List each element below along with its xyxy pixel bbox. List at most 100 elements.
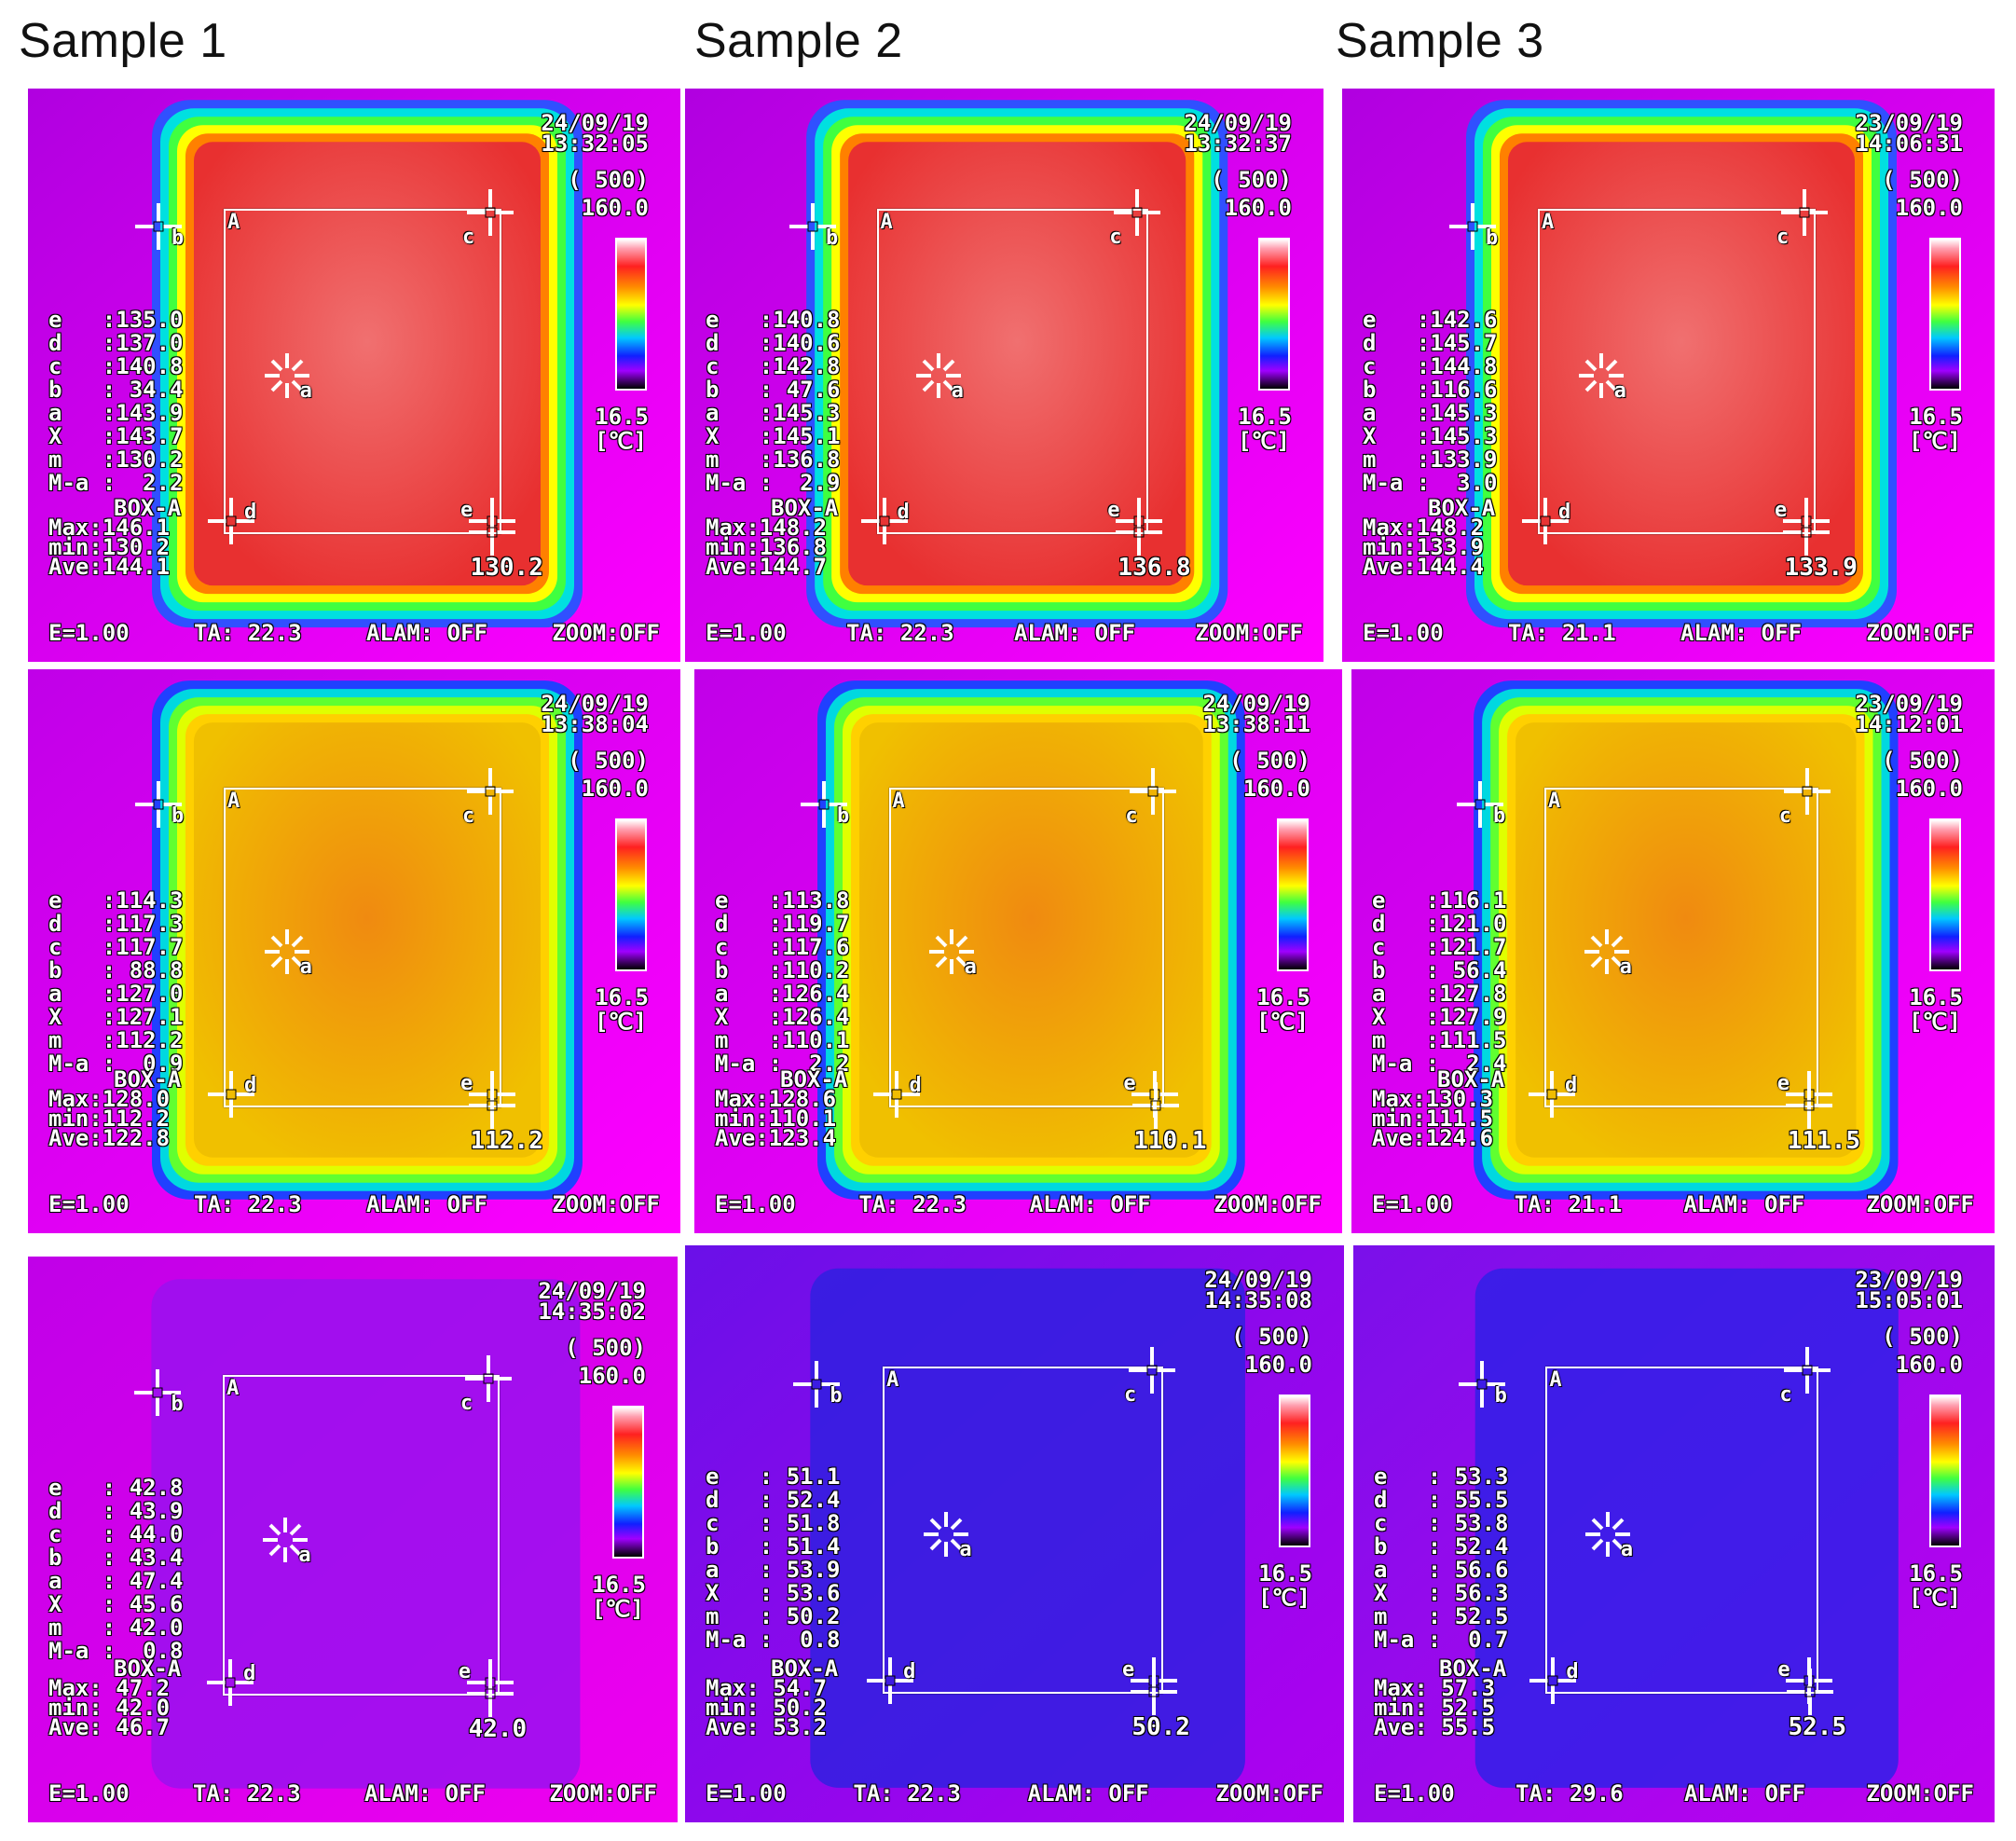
reading-label: M-a bbox=[1372, 1051, 1426, 1077]
box-statistics: BOX-A Max:148.2 min:133.9 Ave:144.4 bbox=[1363, 497, 1495, 578]
box-stat-row: Max: 54.7 bbox=[706, 1677, 838, 1699]
spot-marker-c-icon bbox=[1783, 768, 1831, 816]
roi-box-a[interactable] bbox=[883, 1366, 1164, 1694]
box-stat-label: Ave: bbox=[706, 554, 760, 580]
spot-marker-label: b bbox=[830, 1383, 843, 1408]
thermal-image-background bbox=[28, 1257, 678, 1822]
reading-row: d :117.3 bbox=[48, 913, 184, 936]
box-stat-value: 148.2 bbox=[759, 515, 828, 541]
reading-label: c bbox=[715, 934, 769, 960]
reading-colon: : bbox=[759, 1580, 774, 1606]
scale-min: 16.5 bbox=[1909, 984, 1963, 1010]
reading-label: M-a bbox=[706, 470, 760, 496]
reading-value: 110.1 bbox=[782, 1027, 850, 1053]
reading-label: e bbox=[1374, 1463, 1428, 1490]
box-label: BOX-A bbox=[114, 1066, 182, 1092]
roi-box-a[interactable] bbox=[1544, 788, 1818, 1107]
reading-row: c :121.7 bbox=[1372, 936, 1507, 959]
box-stat-label: Ave: bbox=[48, 1714, 103, 1740]
reading-label: X bbox=[48, 423, 103, 449]
capture-time: 13:38:04 bbox=[541, 711, 649, 737]
reading-value: 2.4 bbox=[1439, 1051, 1507, 1077]
reading-label: c bbox=[1363, 353, 1417, 379]
reading-value: 136.8 bbox=[773, 447, 841, 473]
reading-label: e bbox=[1372, 887, 1426, 914]
reading-label: d bbox=[715, 911, 769, 937]
reading-value: 0.8 bbox=[773, 1627, 841, 1653]
reading-label: e bbox=[715, 887, 769, 914]
reading-colon: : bbox=[102, 934, 117, 960]
reading-row: d : 52.4 bbox=[706, 1489, 841, 1512]
capture-date: 24/09/19 bbox=[1184, 110, 1292, 136]
reading-colon: : bbox=[1427, 1580, 1442, 1606]
spot-readings: e :113.8 d :119.7 c :117.6 b :110.2 a :126.4… bbox=[715, 889, 850, 1076]
reading-colon: : bbox=[1425, 1051, 1440, 1077]
reading-value: 127.9 bbox=[1439, 1004, 1507, 1030]
spot-marker-d-icon bbox=[867, 1656, 914, 1704]
roi-box-a[interactable] bbox=[224, 788, 501, 1107]
box-stat-label: min: bbox=[48, 1695, 103, 1721]
reading-value: 56.6 bbox=[1441, 1557, 1509, 1583]
color-scale-bar bbox=[615, 818, 647, 971]
thermal-image-background bbox=[1342, 89, 1995, 662]
spot-marker-b-icon bbox=[1457, 781, 1503, 829]
spot-marker-d-icon bbox=[208, 1070, 254, 1118]
reading-colon: : bbox=[759, 1463, 774, 1490]
reading-label: a bbox=[1372, 981, 1426, 1007]
range-indicator: ( 500) bbox=[1882, 748, 1963, 774]
roi-label: A bbox=[886, 1367, 899, 1392]
roi-box-a[interactable] bbox=[876, 209, 1149, 534]
roi-box-a[interactable] bbox=[1538, 209, 1816, 534]
spot-marker-label: e bbox=[460, 498, 473, 522]
reading-label: a bbox=[48, 400, 103, 426]
reading-colon: : bbox=[768, 1051, 783, 1077]
roi-box-a[interactable] bbox=[888, 788, 1165, 1107]
reading-label: c bbox=[48, 934, 103, 960]
ambient-temperature: TA: 22.3 bbox=[853, 1780, 961, 1807]
box-stat-row: min:130.2 bbox=[48, 536, 181, 558]
reading-colon: : bbox=[759, 1487, 774, 1513]
reading-value: 121.7 bbox=[1439, 934, 1507, 960]
roi-box-a[interactable] bbox=[1545, 1366, 1819, 1694]
reading-colon: : bbox=[102, 423, 117, 449]
emissivity: E=1.00 bbox=[48, 1191, 130, 1217]
reading-row: e : 53.3 bbox=[1374, 1465, 1509, 1489]
reading-value: 110.2 bbox=[782, 957, 850, 983]
box-stat-value: 144.1 bbox=[102, 554, 171, 580]
spot-marker-c-icon bbox=[467, 189, 514, 237]
range-indicator: ( 500) bbox=[1229, 748, 1310, 774]
capture-time: 14:35:02 bbox=[538, 1298, 646, 1325]
spot-marker-c-icon bbox=[464, 1355, 512, 1403]
reading-colon: : bbox=[1425, 911, 1440, 937]
reading-colon: : bbox=[1427, 1533, 1442, 1559]
box-stat-label: min: bbox=[706, 534, 760, 560]
reading-label: d bbox=[48, 911, 103, 937]
emissivity: E=1.00 bbox=[48, 1780, 130, 1807]
reading-value: 3.0 bbox=[1430, 470, 1498, 496]
color-scale-bar bbox=[1258, 238, 1290, 391]
reading-colon: : bbox=[1427, 1510, 1442, 1536]
roi-box-a[interactable] bbox=[223, 1375, 500, 1697]
reading-value: 42.8 bbox=[116, 1475, 184, 1501]
reading-row: a : 53.9 bbox=[706, 1559, 841, 1582]
scale-max: 160.0 bbox=[581, 776, 649, 802]
reading-colon: : bbox=[102, 1498, 117, 1524]
reading-colon: : bbox=[1416, 353, 1431, 379]
reading-value: 113.8 bbox=[782, 887, 850, 914]
zoom-status: ZOOM:OFF bbox=[1866, 620, 1974, 646]
scale-min: 16.5 bbox=[1258, 1560, 1312, 1587]
capture-date: 23/09/19 bbox=[1855, 110, 1963, 136]
box-statistics: BOX-A Max:128.6 min:110.1 Ave:123.4 bbox=[715, 1068, 847, 1151]
center-spot-marker-icon bbox=[264, 929, 309, 975]
capture-date: 24/09/19 bbox=[1204, 1267, 1312, 1293]
status-bar: E=1.00 TA: 22.3 ALAM: OFF ZOOM:OFF bbox=[48, 622, 660, 645]
reading-colon: : bbox=[768, 887, 783, 914]
box-stat-label: Ave: bbox=[715, 1125, 769, 1151]
reading-row: m :136.8 bbox=[706, 448, 841, 472]
box-stat-label: Max: bbox=[48, 515, 103, 541]
roi-box-a[interactable] bbox=[224, 209, 501, 534]
reading-label: a bbox=[1363, 400, 1417, 426]
capture-date: 23/09/19 bbox=[1855, 1267, 1963, 1293]
reading-value: 51.4 bbox=[773, 1533, 841, 1559]
